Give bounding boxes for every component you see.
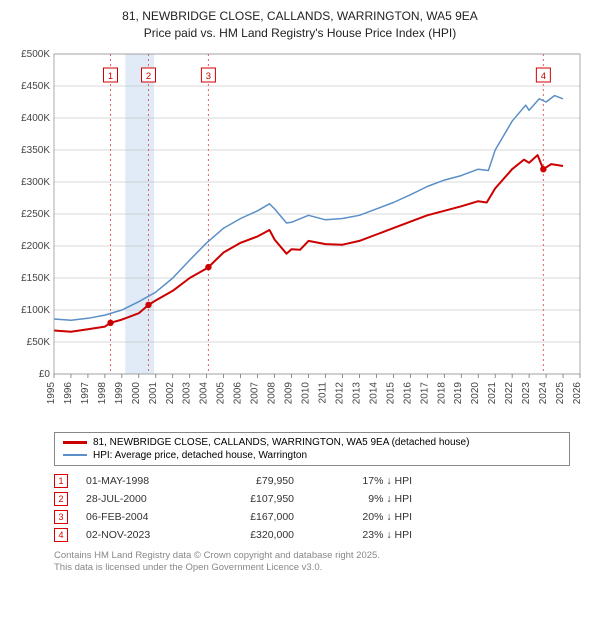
svg-text:£50K: £50K <box>27 337 51 348</box>
svg-text:£450K: £450K <box>21 81 50 92</box>
svg-text:2012: 2012 <box>334 381 345 404</box>
cell-price: £167,000 <box>214 511 294 523</box>
table-row: 2 28-JUL-2000 £107,950 9% ↓ HPI <box>54 490 570 508</box>
svg-text:2022: 2022 <box>504 381 515 404</box>
svg-text:£350K: £350K <box>21 145 50 156</box>
svg-text:2025: 2025 <box>555 381 566 404</box>
svg-text:2: 2 <box>146 71 151 82</box>
legend-item: 81, NEWBRIDGE CLOSE, CALLANDS, WARRINGTO… <box>63 436 561 449</box>
svg-text:2005: 2005 <box>216 381 227 404</box>
svg-text:£100K: £100K <box>21 305 50 316</box>
cell-date: 02-NOV-2023 <box>86 529 196 541</box>
svg-text:2020: 2020 <box>470 381 481 404</box>
svg-text:2023: 2023 <box>521 381 532 404</box>
data-table: 1 01-MAY-1998 £79,950 17% ↓ HPI 2 28-JUL-2000… <box>54 472 570 544</box>
svg-text:£250K: £250K <box>21 209 50 220</box>
cell-delta: 9% ↓ HPI <box>312 493 412 505</box>
svg-text:£400K: £400K <box>21 113 50 124</box>
svg-text:2003: 2003 <box>182 381 193 404</box>
svg-text:2017: 2017 <box>419 381 430 404</box>
svg-text:2026: 2026 <box>572 381 583 404</box>
chart-title: 81, NEWBRIDGE CLOSE, CALLANDS, WARRINGTO… <box>10 8 590 42</box>
plot-area: £0 £50K £100K £150K £200K £250K £300K £350K £400… <box>10 46 590 426</box>
cell-date: 06-FEB-2004 <box>86 511 196 523</box>
legend: 81, NEWBRIDGE CLOSE, CALLANDS, WARRINGTO… <box>54 432 570 466</box>
legend-swatch-2 <box>63 454 87 456</box>
svg-text:2011: 2011 <box>317 381 328 403</box>
svg-text:£200K: £200K <box>21 241 50 252</box>
svg-text:2002: 2002 <box>165 381 176 404</box>
svg-text:1: 1 <box>108 71 113 82</box>
svg-text:£0: £0 <box>39 369 51 380</box>
cell-delta: 23% ↓ HPI <box>312 529 412 541</box>
cell-delta: 20% ↓ HPI <box>312 511 412 523</box>
svg-text:2010: 2010 <box>301 381 312 404</box>
svg-text:2021: 2021 <box>487 381 498 404</box>
svg-text:2009: 2009 <box>284 381 295 404</box>
svg-text:1995: 1995 <box>46 381 57 404</box>
svg-text:2016: 2016 <box>402 381 413 404</box>
cell-price: £320,000 <box>214 529 294 541</box>
cell-date: 28-JUL-2000 <box>86 493 196 505</box>
footnote-line-2: This data is licensed under the Open Gov… <box>54 562 570 575</box>
footnote-line-1: Contains HM Land Registry data © Crown c… <box>54 550 570 563</box>
svg-text:2024: 2024 <box>538 381 549 404</box>
svg-text:4: 4 <box>541 71 546 82</box>
svg-text:2018: 2018 <box>436 381 447 404</box>
marker-number: 3 <box>54 510 68 524</box>
svg-text:2006: 2006 <box>233 381 244 404</box>
svg-text:£300K: £300K <box>21 177 50 188</box>
svg-text:1997: 1997 <box>80 381 91 404</box>
svg-text:2008: 2008 <box>267 381 278 404</box>
svg-text:2019: 2019 <box>453 381 464 404</box>
legend-label: HPI: Average price, detached house, Warr… <box>93 450 307 461</box>
legend-item: HPI: Average price, detached house, Warr… <box>63 449 561 462</box>
svg-text:£150K: £150K <box>21 273 50 284</box>
svg-text:2014: 2014 <box>368 381 379 404</box>
cell-delta: 17% ↓ HPI <box>312 475 412 487</box>
svg-text:1998: 1998 <box>97 381 108 404</box>
svg-text:2000: 2000 <box>131 381 142 404</box>
chart-svg: £0 £50K £100K £150K £200K £250K £300K £350K £400… <box>10 46 590 426</box>
svg-text:2007: 2007 <box>250 381 261 404</box>
svg-text:2001: 2001 <box>148 381 159 404</box>
cell-date: 01-MAY-1998 <box>86 475 196 487</box>
svg-text:2004: 2004 <box>199 381 210 404</box>
footnote: Contains HM Land Registry data © Crown c… <box>54 550 570 576</box>
svg-text:2013: 2013 <box>351 381 362 404</box>
marker-number: 4 <box>54 528 68 542</box>
svg-text:2015: 2015 <box>385 381 396 404</box>
chart-container: 81, NEWBRIDGE CLOSE, CALLANDS, WARRINGTO… <box>0 0 600 581</box>
cell-price: £107,950 <box>214 493 294 505</box>
cell-price: £79,950 <box>214 475 294 487</box>
svg-text:3: 3 <box>206 71 211 82</box>
table-row: 1 01-MAY-1998 £79,950 17% ↓ HPI <box>54 472 570 490</box>
legend-label: 81, NEWBRIDGE CLOSE, CALLANDS, WARRINGTO… <box>93 437 469 448</box>
title-line-1: 81, NEWBRIDGE CLOSE, CALLANDS, WARRINGTO… <box>10 8 590 25</box>
table-row: 4 02-NOV-2023 £320,000 23% ↓ HPI <box>54 526 570 544</box>
svg-text:1999: 1999 <box>114 381 125 404</box>
svg-text:1996: 1996 <box>63 381 74 404</box>
title-line-2: Price paid vs. HM Land Registry's House … <box>10 25 590 42</box>
svg-text:£500K: £500K <box>21 49 50 60</box>
marker-number: 2 <box>54 492 68 506</box>
marker-number: 1 <box>54 474 68 488</box>
legend-swatch-1 <box>63 441 87 444</box>
table-row: 3 06-FEB-2004 £167,000 20% ↓ HPI <box>54 508 570 526</box>
